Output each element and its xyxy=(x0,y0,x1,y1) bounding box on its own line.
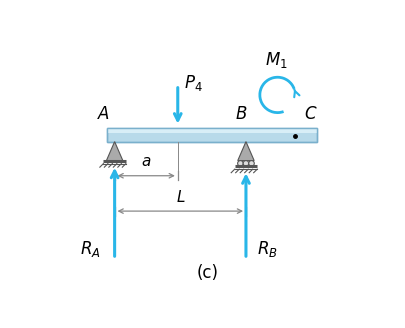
Circle shape xyxy=(237,161,243,166)
Text: C: C xyxy=(304,105,315,123)
Bar xyxy=(107,128,316,133)
Text: $P_4$: $P_4$ xyxy=(183,73,202,93)
Text: B: B xyxy=(234,105,246,123)
Text: $R_A$: $R_A$ xyxy=(80,239,100,259)
Circle shape xyxy=(243,161,248,166)
Text: A: A xyxy=(97,105,109,123)
Text: $M_1$: $M_1$ xyxy=(264,50,287,70)
Bar xyxy=(107,128,316,142)
Text: $R_B$: $R_B$ xyxy=(257,239,277,259)
Text: $L$: $L$ xyxy=(175,189,185,205)
Circle shape xyxy=(248,161,254,166)
Polygon shape xyxy=(106,142,123,161)
Bar xyxy=(107,128,316,142)
Text: (c): (c) xyxy=(196,264,219,282)
Text: $a$: $a$ xyxy=(141,154,151,170)
Polygon shape xyxy=(237,142,254,161)
